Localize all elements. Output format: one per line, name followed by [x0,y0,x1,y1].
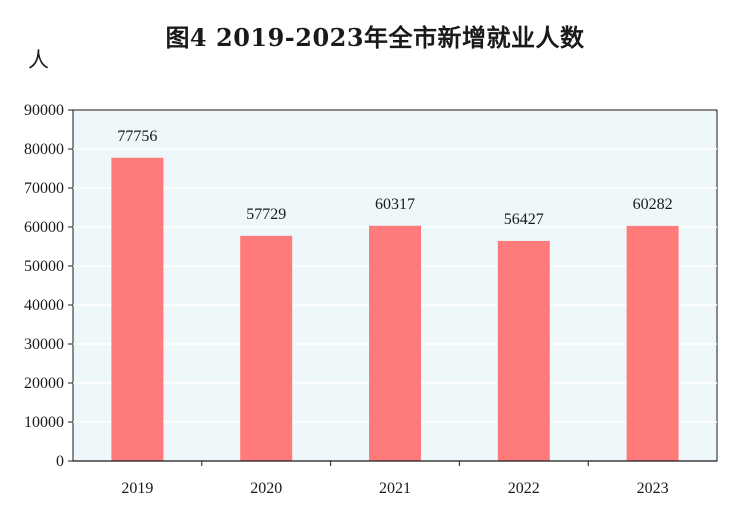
axes [68,109,717,466]
x-tick-labels: 2019 2020 2021 2022 2023 [121,480,668,497]
y-tick-label: 70000 [24,180,64,197]
x-tick-label-2020: 2020 [250,480,282,497]
bar-2022 [497,240,550,461]
data-label-2021: 60317 [375,196,415,213]
data-label-2019: 77756 [117,128,157,145]
y-tick-label: 50000 [24,258,64,275]
data-label-2022: 56427 [504,211,544,228]
bar-2020 [240,235,293,461]
y-tick-labels: 0 10000 20000 30000 40000 50000 60000 70000 8000… [24,102,64,470]
y-tick-label: 10000 [24,414,64,431]
y-tick-label: 90000 [24,102,64,119]
y-tick-label: 80000 [24,141,64,158]
x-tick-label-2023: 2023 [637,480,669,497]
y-tick-label: 30000 [24,336,64,353]
chart-title: 图4 2019-2023年全市新增就业人数 [165,23,585,52]
x-tick-label-2021: 2021 [379,480,411,497]
y-tick-label: 20000 [24,375,64,392]
y-tick-label: 40000 [24,297,64,314]
y-tick-label: 60000 [24,219,64,236]
x-tick-label-2019: 2019 [121,480,153,497]
data-label-2023: 60282 [633,196,673,213]
bars [111,157,679,462]
x-tick-label-2022: 2022 [508,480,540,497]
bar-2019 [111,157,164,462]
y-axis-unit: 人 [28,48,49,72]
bar-2021 [369,225,421,461]
data-label-2020: 57729 [246,206,286,223]
y-tick-label: 0 [56,453,64,470]
bar-2023 [626,225,679,461]
data-labels: 77756 57729 60317 56427 60282 [117,128,672,228]
